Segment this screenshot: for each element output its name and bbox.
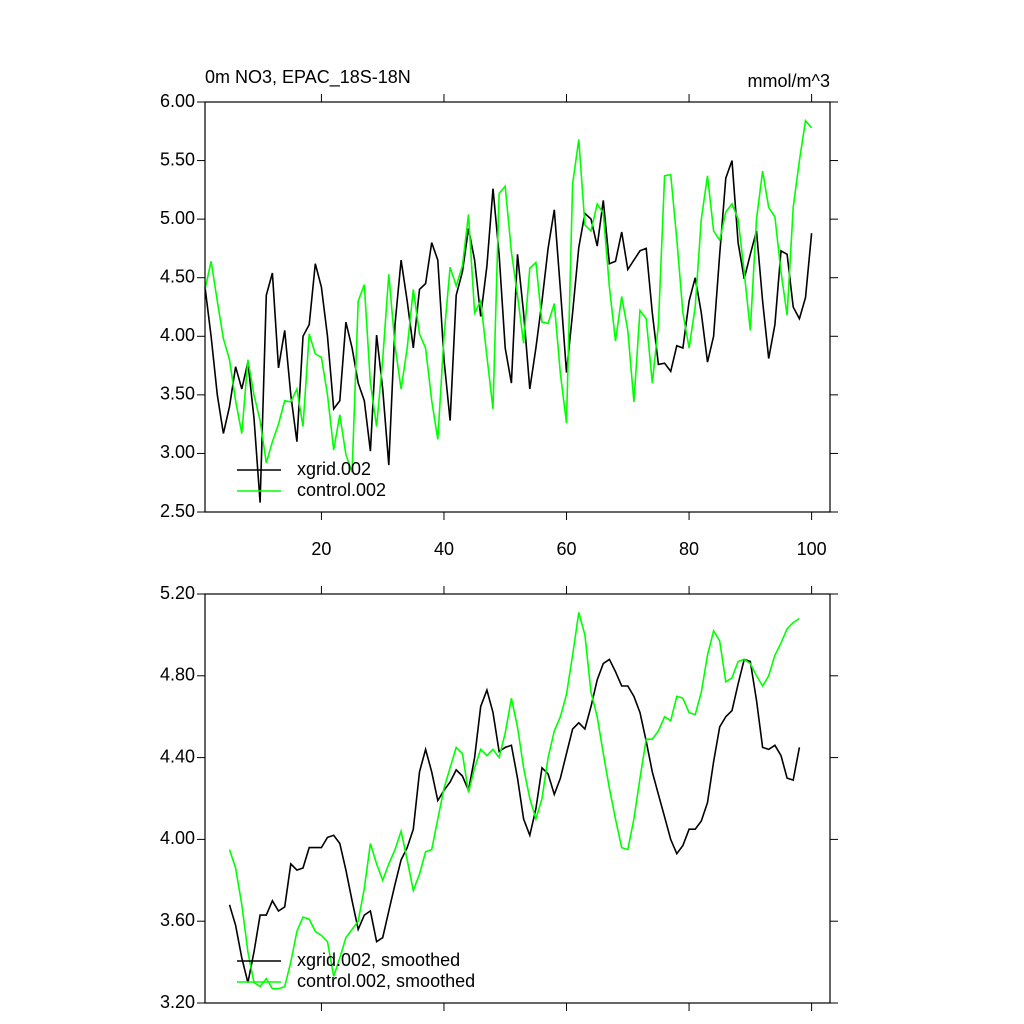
y-tick-label: 2.50	[160, 501, 195, 521]
y-tick-label: 5.00	[160, 208, 195, 228]
y-tick-label: 5.20	[160, 583, 195, 603]
y-tick-label: 3.60	[160, 910, 195, 930]
y-tick-label: 3.00	[160, 442, 195, 462]
y-tick-label: 4.40	[160, 746, 195, 766]
x-tick-label: 60	[557, 539, 577, 559]
y-tick-label: 4.00	[160, 828, 195, 848]
y-tick-label: 4.50	[160, 266, 195, 286]
plot-frame	[204, 101, 831, 513]
series-line	[228, 658, 801, 983]
series-line	[228, 612, 800, 990]
y-tick-label: 4.80	[160, 665, 195, 685]
x-tick-label: 80	[679, 539, 699, 559]
x-tick-label: 40	[434, 539, 454, 559]
plot-frame	[204, 593, 831, 1004]
series-line	[204, 118, 813, 473]
legend-label: control.002, smoothed	[297, 971, 475, 991]
legend-label: xgrid.002	[297, 459, 371, 479]
legend-label: xgrid.002, smoothed	[297, 950, 460, 970]
y-tick-label: 6.00	[160, 91, 195, 111]
y-tick-label: 3.50	[160, 384, 195, 404]
y-tick-label: 4.00	[160, 325, 195, 345]
legend-label: control.002	[297, 480, 386, 500]
chart-title: 0m NO3, EPAC_18S-18N	[205, 67, 411, 88]
series-line	[204, 160, 813, 503]
chart-units: mmol/m^3	[748, 71, 830, 91]
y-tick-label: 3.20	[160, 992, 195, 1012]
x-tick-label: 20	[311, 539, 331, 559]
x-tick-label: 100	[797, 539, 827, 559]
y-tick-label: 5.50	[160, 149, 195, 169]
